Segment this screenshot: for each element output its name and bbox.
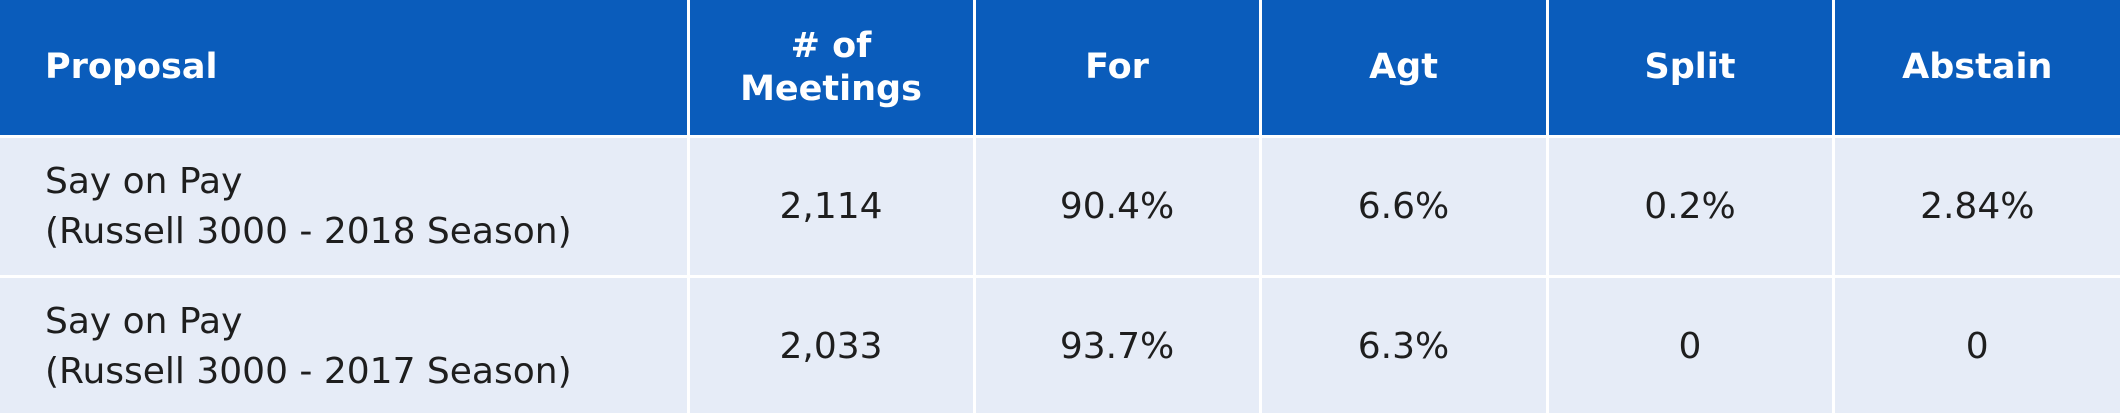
cell-text: Meetings [740, 68, 922, 109]
cell-text: Agt [1369, 47, 1438, 87]
cell-text: # of [790, 25, 872, 66]
table-cell: 0.2% [1545, 135, 1835, 278]
header-cell: For [972, 0, 1262, 138]
table-cell: 90.4% [972, 135, 1262, 278]
cell-text: Abstain [1902, 47, 2053, 87]
cell-text: 93.7% [1059, 325, 1175, 367]
table-cell: 6.3% [1258, 275, 1549, 413]
table-cell: 0 [1545, 275, 1835, 413]
table-cell: 2.84% [1831, 135, 2120, 278]
cell-text: (Russell 3000 - 2018 Season) [45, 210, 572, 252]
table-cell: 6.6% [1258, 135, 1549, 278]
header-cell: Agt [1258, 0, 1549, 138]
table-cell: 2,033 [686, 275, 976, 413]
header-cell: # of Meetings [686, 0, 976, 138]
cell-text: Say on Pay [45, 160, 243, 202]
table-cell: 0 [1831, 275, 2120, 413]
header-cell: Abstain [1831, 0, 2120, 138]
table-row: Say on Pay (Russell 3000 - 2017 Season) 2,… [0, 275, 2120, 413]
table-cell: Say on Pay (Russell 3000 - 2017 Season) [0, 275, 690, 413]
cell-text: 2,033 [779, 325, 883, 367]
cell-text: Proposal [45, 47, 218, 87]
cell-text: 2.84% [1920, 185, 2035, 227]
cell-text: 90.4% [1059, 185, 1175, 227]
header-row: Proposal # of Meetings For Agt Split Abstain [0, 0, 2120, 138]
cell-text: 2,114 [779, 185, 883, 227]
table-cell: Say on Pay (Russell 3000 - 2018 Season) [0, 135, 690, 278]
cell-text: 0 [1678, 325, 1702, 367]
cell-text: 6.3% [1357, 325, 1450, 367]
header-cell: Split [1545, 0, 1835, 138]
table-cell: 2,114 [686, 135, 976, 278]
cell-text: Split [1644, 47, 1736, 87]
cell-text: For [1085, 47, 1149, 87]
cell-text: 0 [1965, 325, 1989, 367]
table-cell: 93.7% [972, 275, 1262, 413]
header-cell: Proposal [0, 0, 690, 138]
table-row: Say on Pay (Russell 3000 - 2018 Season) 2,… [0, 135, 2120, 278]
cell-text: 0.2% [1644, 185, 1736, 227]
cell-text: Say on Pay [45, 300, 243, 342]
cell-text: (Russell 3000 - 2017 Season) [45, 350, 572, 392]
cell-text: 6.6% [1357, 185, 1450, 227]
